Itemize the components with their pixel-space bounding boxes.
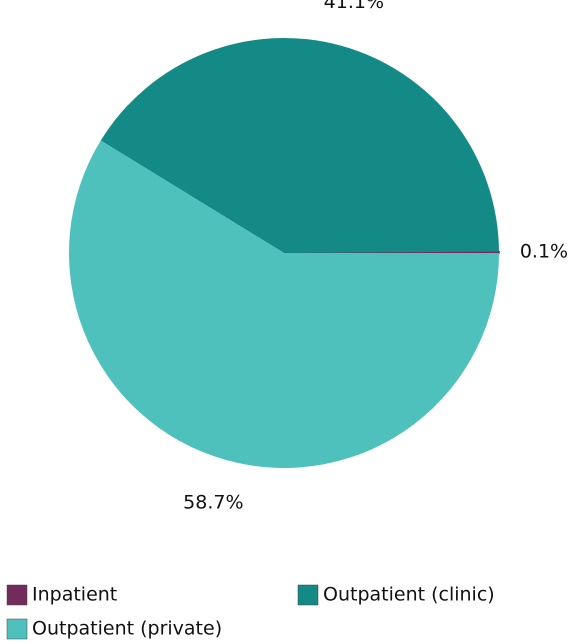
data-label: 58.7% xyxy=(183,492,243,514)
legend-label: Outpatient (clinic) xyxy=(323,584,495,606)
legend-label: Inpatient xyxy=(32,584,117,606)
legend-swatch xyxy=(6,618,28,640)
legend-swatch xyxy=(6,584,28,606)
data-label: 0.1% xyxy=(520,241,568,263)
legend-swatch xyxy=(297,584,319,606)
pie-slice xyxy=(100,37,499,253)
data-label: 41.1% xyxy=(324,0,384,13)
pie-slice xyxy=(283,250,500,254)
legend-label: Outpatient (private) xyxy=(32,618,222,640)
pie-slice xyxy=(68,140,499,468)
